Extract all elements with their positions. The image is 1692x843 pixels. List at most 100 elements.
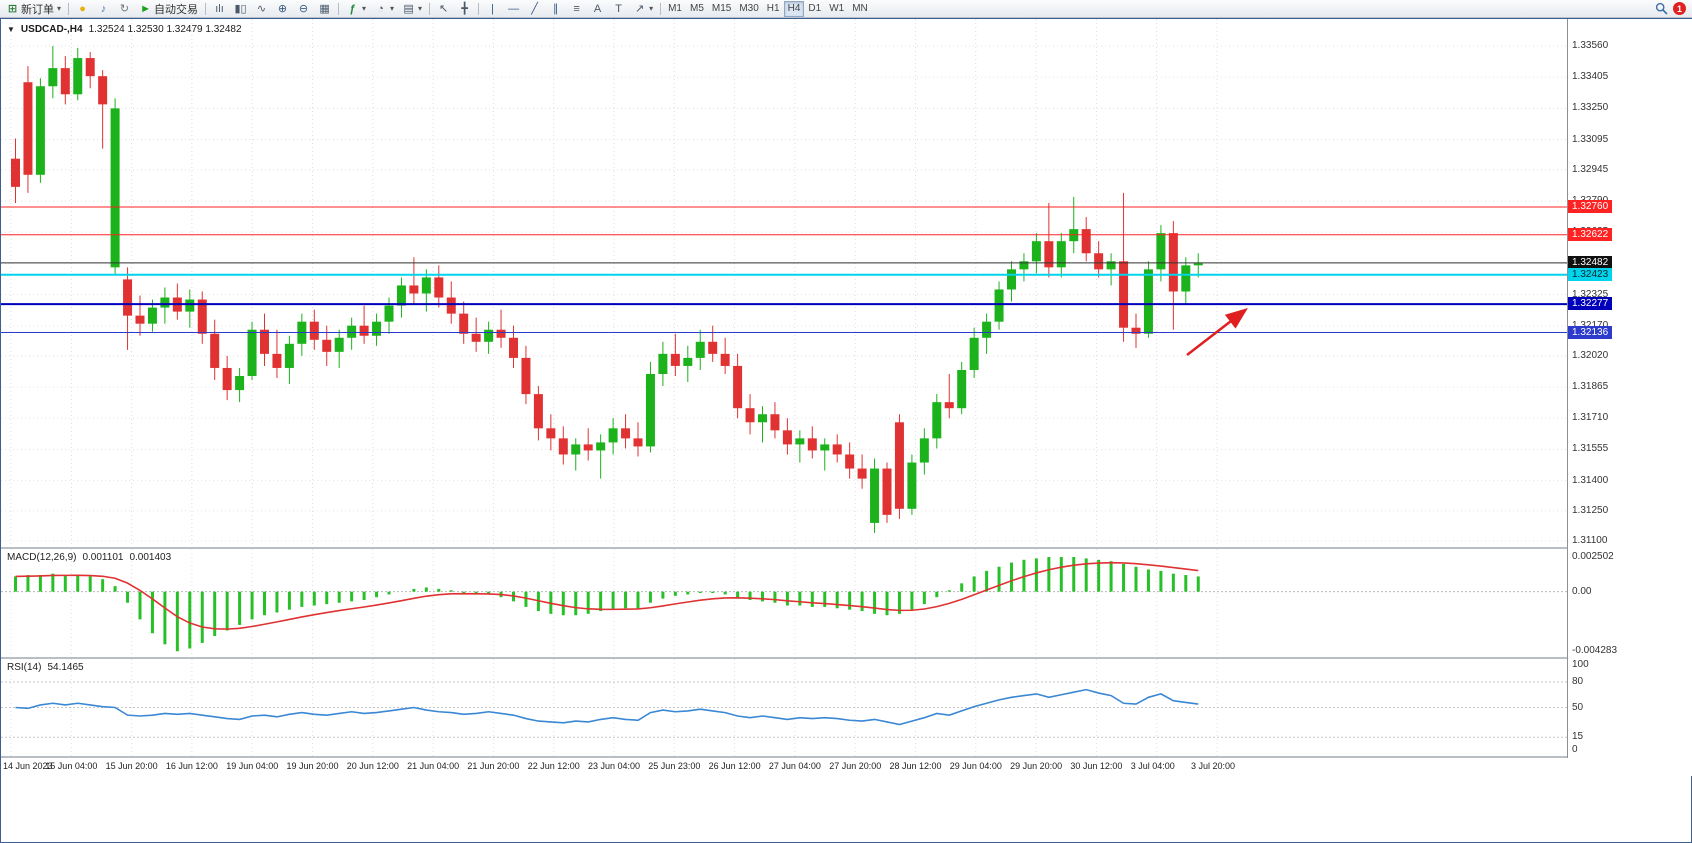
rsi-label: RSI(14) 54.1465 (7, 662, 84, 673)
candle-body (882, 468, 892, 515)
timeframe-mn-button[interactable]: MN (848, 1, 872, 17)
zoom-out-icon: ⊖ (298, 2, 309, 15)
timeframe-m15-button[interactable]: M15 (708, 1, 735, 17)
templates-button[interactable]: ▤ ▾ (398, 1, 426, 17)
candle-body (73, 58, 83, 95)
candle-body (1156, 233, 1166, 270)
fibonacci-button[interactable]: ≡ (566, 1, 587, 17)
panel-divider[interactable] (1, 657, 1692, 659)
timeframe-h4-button[interactable]: H4 (783, 0, 805, 17)
trendline-icon: ╱ (531, 2, 538, 15)
timeframe-group: M1 M5 M15 M30 H1 H4 D1 W1 MN (664, 0, 872, 17)
macd-axis-label: 0.002502 (1572, 551, 1614, 562)
line-chart-button[interactable]: ∿ (251, 1, 272, 17)
macd-axis-label: -0.004283 (1572, 645, 1618, 656)
candle-body (857, 468, 867, 479)
toolbar-group: ƒ ▾ ◔ ▾ ▤ ▾ (342, 1, 426, 17)
candle-body (434, 277, 444, 298)
text-button[interactable]: A (587, 1, 608, 17)
one-click-trading-toggle[interactable]: ▼ (7, 25, 15, 34)
text-label-button[interactable]: T (608, 1, 629, 17)
rsi-title-text: RSI(14) (7, 662, 42, 673)
sound-button[interactable]: ♪ (93, 1, 114, 17)
macd-panel-canvas[interactable] (1, 549, 1567, 657)
bar-chart-button[interactable]: ılı (209, 1, 230, 17)
time-axis-label: 25 Jun 23:00 (648, 761, 701, 771)
macd-axis-label: 0.00 (1572, 585, 1592, 597)
toolbar-separator (478, 2, 480, 15)
candle-body (1019, 261, 1029, 270)
time-axis-label: 16 Jun 12:00 (165, 761, 218, 771)
candle-body (48, 68, 58, 87)
vertical-line-button[interactable]: | (482, 1, 503, 17)
candle-body (309, 321, 319, 340)
price-axis-label: 1.31100 (1572, 535, 1608, 546)
rsi-axis-label: 80 (1572, 676, 1584, 687)
crosshair-button[interactable]: ╋ (454, 1, 475, 17)
time-axis-label: 15 Jun 04:00 (45, 761, 98, 771)
time-axis-label: 26 Jun 12:00 (708, 761, 761, 771)
candle-body (484, 329, 494, 342)
candle-body (446, 297, 456, 314)
rsi-line (15, 688, 1199, 726)
timeframe-m30-button[interactable]: M30 (735, 1, 762, 17)
candle-body (994, 289, 1004, 322)
charts-button[interactable]: ● (72, 1, 93, 17)
toolbar-group: ⊞ 新订单 ▾ (2, 1, 65, 17)
price-axis-label: 1.31555 (1572, 443, 1609, 455)
candles (11, 46, 1203, 533)
search-icon[interactable] (1655, 2, 1668, 15)
price-axis-label: 1.31865 (1572, 381, 1609, 393)
rsi-panel-canvas[interactable] (1, 659, 1567, 756)
chevron-down-icon: ▾ (57, 4, 62, 13)
toolbar-separator (205, 2, 207, 15)
zoom-in-button[interactable]: ⊕ (272, 1, 293, 17)
candle-body (421, 277, 431, 294)
arrows-button[interactable]: ↗ ▾ (629, 1, 657, 17)
timeframe-m1-button[interactable]: M1 (664, 1, 686, 17)
chart-window: ▼ USDCAD-,H4 1.32524 1.32530 1.32479 1.3… (0, 18, 1692, 843)
horizontal-line-button[interactable]: ― (503, 1, 524, 17)
candle-body (695, 341, 705, 358)
timeframe-w1-button[interactable]: W1 (825, 1, 848, 17)
channel-button[interactable]: ∥ (545, 1, 566, 17)
price-line-badge: 1.32423 (1568, 267, 1613, 281)
chevron-down-icon: ▾ (418, 4, 423, 13)
time-axis-label: 3 Jul 04:00 (1130, 761, 1175, 771)
notification-badge[interactable]: 1 (1673, 2, 1686, 15)
panel-divider[interactable] (1, 547, 1692, 549)
candle-body (359, 325, 369, 336)
candle-body (733, 365, 743, 409)
toolbar-group: ↖ ╋ (433, 1, 475, 17)
indicators-button[interactable]: ƒ ▾ (342, 1, 370, 17)
time-axis-label: 21 Jun 20:00 (467, 761, 520, 771)
rsi-axis-label: 0 (1572, 744, 1578, 755)
timeframe-d1-button[interactable]: D1 (804, 1, 825, 17)
timeframe-m5-button[interactable]: M5 (686, 1, 708, 17)
hline-icon: ― (508, 2, 520, 15)
sound-icon: ♪ (100, 2, 107, 15)
candle-body (1131, 327, 1141, 334)
refresh-button[interactable]: ↻ (114, 1, 135, 17)
time-axis-label: 29 Jun 20:00 (1010, 761, 1063, 771)
time-axis-label: 19 Jun 04:00 (226, 761, 279, 771)
candle-body (384, 305, 394, 322)
candle-chart-button[interactable]: ▮▯ (230, 1, 251, 17)
candle-body (459, 313, 469, 334)
new-order-button[interactable]: ⊞ 新订单 ▾ (2, 1, 65, 17)
price-chart-canvas[interactable] (1, 19, 1567, 547)
time-axis-label: 27 Jun 04:00 (768, 761, 821, 771)
tile-windows-button[interactable]: ▦ (314, 1, 335, 17)
macd-main-value: 0.001101 (82, 552, 124, 563)
auto-trading-button[interactable]: ► 自动交易 (135, 1, 202, 17)
candles-icon: ▮▯ (234, 2, 247, 15)
trendline-button[interactable]: ╱ (524, 1, 545, 17)
panel-divider[interactable] (1, 756, 1692, 758)
cursor-button[interactable]: ↖ (433, 1, 454, 17)
time-axis-label: 27 Jun 20:00 (829, 761, 882, 771)
trend-arrow[interactable] (1186, 307, 1248, 356)
zoom-out-button[interactable]: ⊖ (293, 1, 314, 17)
timeframe-h1-button[interactable]: H1 (763, 1, 784, 17)
periods-button[interactable]: ◔ ▾ (370, 1, 398, 17)
candle-body (745, 408, 755, 423)
